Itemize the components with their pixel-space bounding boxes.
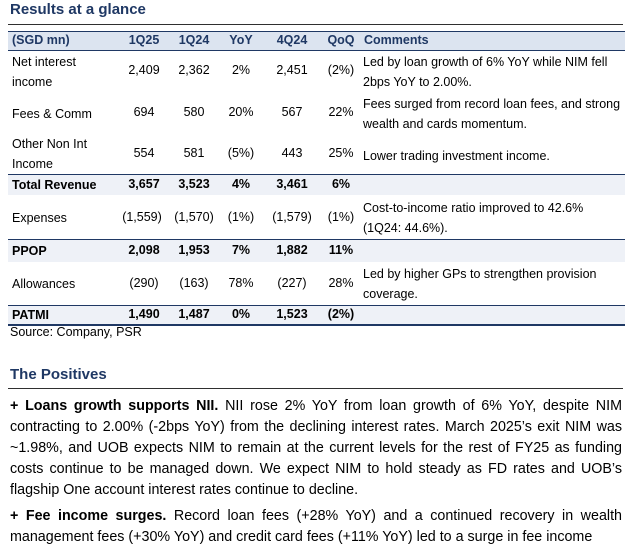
row-label: Other Non Int Income [12,137,88,171]
row-label: PPOP [12,244,47,258]
row-value: 1,490 [128,307,160,321]
header-qoq: QoQ [327,33,355,47]
row-value: 7% [231,243,251,257]
row-value: 694 [133,105,155,119]
row-value: (1%) [327,210,355,224]
row-comment: Fees surged from record loan fees, and s… [363,97,621,131]
row-value: 78% [228,276,254,290]
row-divider [8,239,625,240]
row-value: 3,657 [128,177,160,191]
header-comments: Comments [364,33,429,47]
row-label: PATMI [12,308,50,322]
row-value: 2,409 [128,63,160,77]
row-comment: Lower trading investment income. [363,149,550,163]
row-value: 567 [281,105,303,119]
row-value: (1,570) [174,210,214,224]
header-yoy: YoY [229,33,253,47]
section-title: The Positives [10,366,107,383]
row-comment: Led by loan growth of 6% YoY while NIM f… [363,55,608,89]
table-row-ppop: PPOP 2,098 1,953 7% 1,882 11% [8,240,625,262]
paragraph-fees: + Fee income surges. Record loan fees (+… [10,506,622,548]
row-value: (290) [129,276,159,290]
row-value: 0% [231,307,251,321]
paragraph-lead: + Loans growth supports NII. [10,398,219,414]
row-divider [8,174,625,175]
table-source: Source: Company, PSR [10,325,142,339]
row-comment: Led by higher GPs to strengthen provisio… [363,267,597,301]
row-value: (2%) [327,307,355,321]
row-value: (5%) [227,146,255,160]
row-value: 22% [328,105,354,119]
paragraph-nii: + Loans growth supports NII. NII rose 2%… [10,396,622,501]
row-value: 1,523 [276,307,308,321]
row-value: 580 [183,105,205,119]
row-value: 2,098 [128,243,160,257]
row-value: 3,523 [178,177,210,191]
row-label: Allowances [12,277,76,291]
row-label: Fees & Comm [12,107,92,121]
table-row: Allowances (290) (163) 78% (227) 28% Led… [8,263,625,305]
section-divider [8,388,623,389]
row-value: 2% [231,63,251,77]
row-value: 1,882 [276,243,308,257]
row-value: 2,451 [276,63,308,77]
table-bottom-rule [8,324,625,326]
row-value: 20% [228,105,254,119]
table-row: Fees & Comm 694 580 20% 567 22% Fees sur… [8,94,625,136]
row-value: (163) [179,276,209,290]
table-row-total: Total Revenue 3,657 3,523 4% 3,461 6% [8,175,625,195]
row-divider [8,305,625,306]
row-value: (227) [277,276,307,290]
row-value: 554 [133,146,155,160]
paragraph-lead: + Fee income surges. [10,508,167,524]
row-value: 581 [183,146,205,160]
header-1q25: 1Q25 [128,33,160,47]
row-label: Expenses [12,211,67,225]
row-value: 28% [328,276,354,290]
title-divider [8,24,623,25]
table-header: (SGD mn) 1Q25 1Q24 YoY 4Q24 QoQ Comments [8,31,625,51]
page-title: Results at a glance [10,1,146,18]
row-value: (1%) [227,210,255,224]
table-row: Net interest income 2,409 2,362 2% 2,451… [8,52,625,94]
row-label: Net interest income [12,55,76,89]
row-value: (1,559) [122,210,162,224]
row-value: 1,487 [178,307,210,321]
table-row: Expenses (1,559) (1,570) (1%) (1,579) (1… [8,197,625,239]
row-label: Total Revenue [12,178,97,192]
table-row: Other Non Int Income 554 581 (5%) 443 25… [8,134,625,176]
row-value: 443 [281,146,303,160]
table-row-patmi: PATMI 1,490 1,487 0% 1,523 (2%) [8,306,625,324]
paragraph-body: Record loan fees (+28% YoY) and a contin… [10,508,623,545]
row-value: 2,362 [178,63,210,77]
row-value: (1,579) [272,210,312,224]
row-value: 1,953 [178,243,210,257]
header-label: (SGD mn) [12,33,70,47]
row-value: 6% [331,177,351,191]
row-value: 3,461 [276,177,308,191]
row-value: 11% [328,243,354,257]
row-value: 4% [231,177,251,191]
row-comment: Cost-to-income ratio improved to 42.6% (… [363,201,584,235]
paragraph-body: NII rose 2% YoY from loan growth of 6% Y… [10,398,622,498]
row-value: 25% [328,146,354,160]
row-value: (2%) [327,63,355,77]
header-4q24: 4Q24 [276,33,308,47]
header-1q24: 1Q24 [178,33,210,47]
